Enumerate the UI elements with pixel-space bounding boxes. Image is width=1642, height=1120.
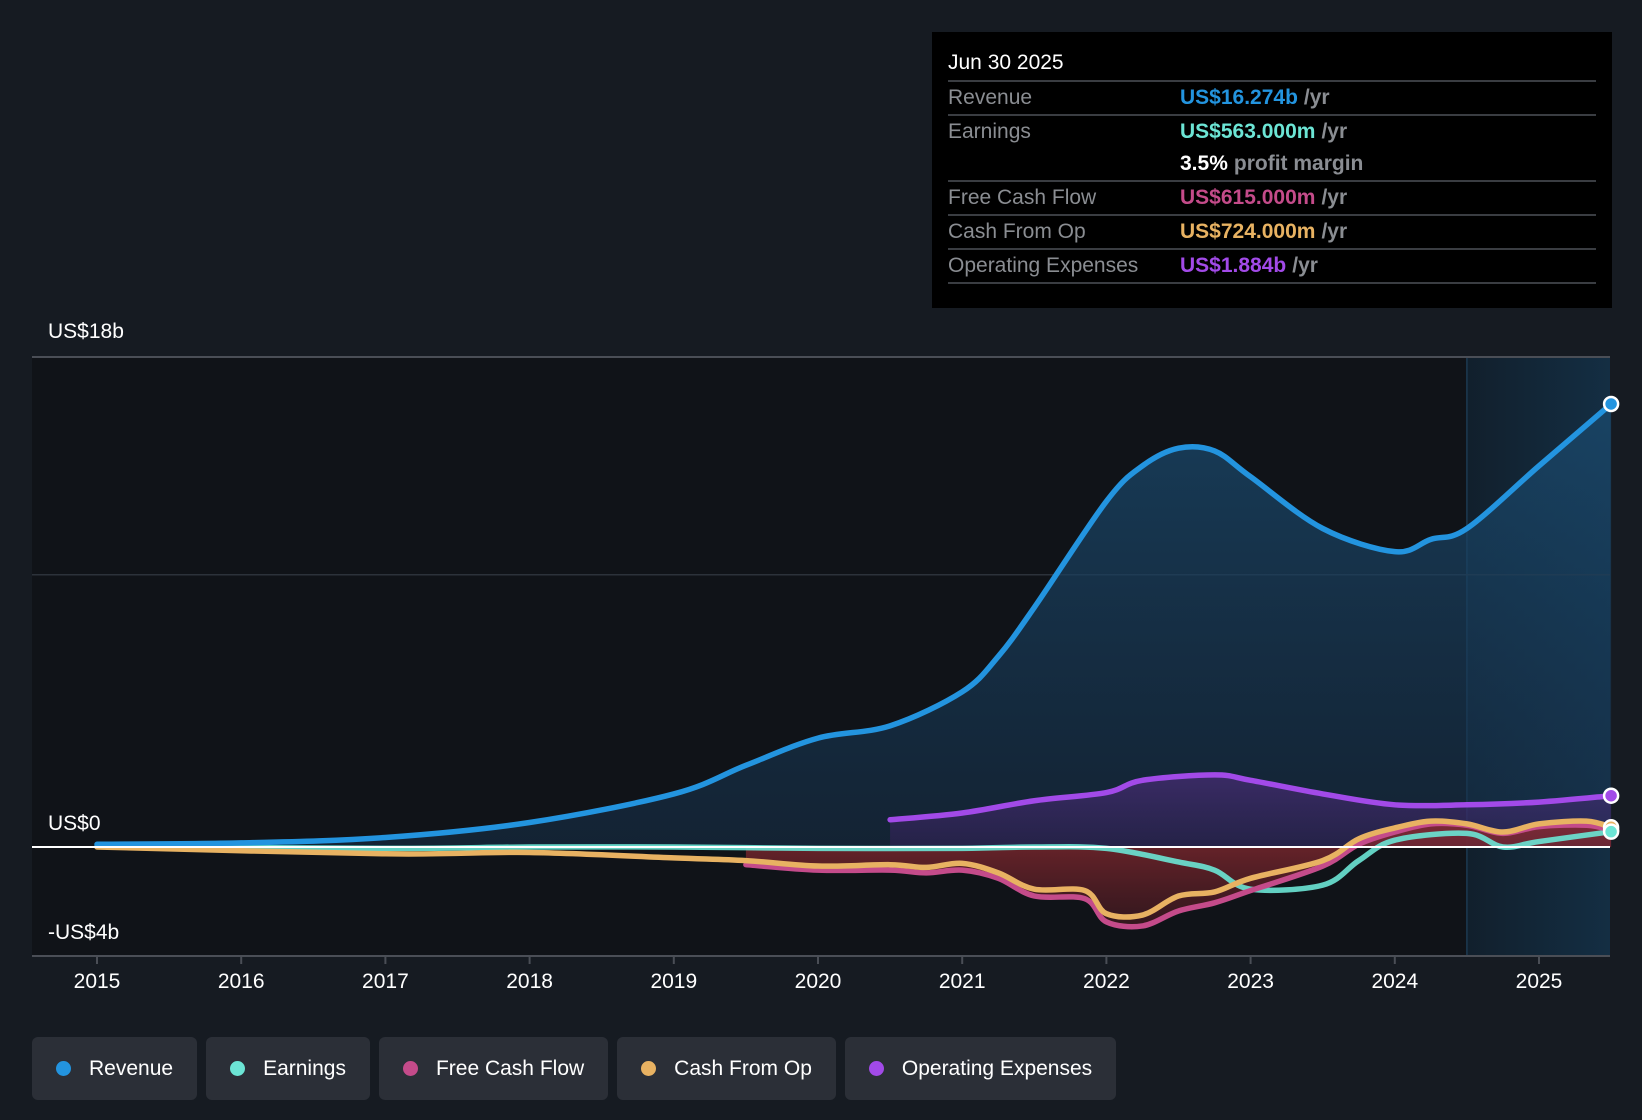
profit-margin-value: 3.5%: [1180, 152, 1228, 175]
revenue-area: [97, 403, 1612, 847]
earnings-dot-icon: [230, 1061, 246, 1076]
tooltip-unit: /yr: [1321, 120, 1348, 143]
legend-label: Earnings: [263, 1056, 346, 1080]
tooltip-row-cash-from-op: Cash From Op US$724.000m /yr: [948, 216, 1596, 250]
tooltip-unit: /yr: [1303, 86, 1330, 109]
x-tick-label: 2020: [794, 970, 842, 993]
operating-expenses-end-marker: [1602, 787, 1620, 804]
tooltip-unit: /yr: [1321, 186, 1348, 209]
tooltip-value: US$16.274b: [1180, 86, 1298, 109]
tooltip-value: US$615.000m: [1180, 186, 1316, 209]
tooltip-unit: /yr: [1321, 220, 1348, 243]
tooltip-value: US$724.000m: [1180, 220, 1316, 243]
legend-item-earnings[interactable]: Earnings: [206, 1037, 370, 1100]
tooltip: Jun 30 2025 Revenue US$16.274b /yr Earni…: [932, 32, 1612, 308]
tooltip-row-operating-expenses: Operating Expenses US$1.884b /yr: [948, 250, 1596, 284]
x-tick-label: 2024: [1371, 970, 1419, 993]
revenue-line: [94, 401, 1612, 848]
profit-margin-label: profit margin: [1233, 152, 1364, 175]
x-tick-label: 2019: [650, 970, 698, 993]
y-tick-label-zero: US$0: [48, 812, 101, 835]
x-tick-label: 2018: [506, 970, 553, 993]
operating-expenses-dot-icon: [868, 1061, 884, 1076]
tooltip-label: Cash From Op: [948, 220, 1086, 243]
y-tick-label-top: US$18b: [48, 320, 124, 343]
x-tick-label: 2015: [73, 970, 121, 993]
tooltip-row-revenue: Revenue US$16.274b /yr: [948, 82, 1596, 116]
legend-label: Operating Expenses: [901, 1056, 1093, 1080]
tooltip-label: Free Cash Flow: [948, 186, 1097, 209]
free-cash-flow-dot-icon: [402, 1061, 418, 1076]
cash-from-op-dot-icon: [641, 1061, 657, 1076]
legend-item-free-cash-flow[interactable]: Free Cash Flow: [378, 1037, 609, 1100]
x-tick-label: 2016: [217, 970, 265, 993]
tooltip-value: US$563.000m: [1180, 120, 1316, 143]
tooltip-date: Jun 30 2025: [948, 46, 1596, 82]
legend-label: Free Cash Flow: [435, 1056, 585, 1080]
y-tick-label-bottom: -US$4b: [48, 921, 120, 944]
legend: Revenue Earnings Free Cash Flow Cash Fro…: [32, 1037, 1117, 1100]
revenue-dot-icon: [56, 1061, 71, 1076]
legend-item-revenue[interactable]: Revenue: [32, 1037, 198, 1100]
legend-label: Revenue: [89, 1056, 174, 1080]
tooltip-row-earnings: Earnings US$563.000m /yr: [948, 116, 1596, 148]
x-tick-label: 2017: [362, 970, 409, 993]
legend-label: Cash From Op: [674, 1056, 812, 1080]
cash-from-op-line: [94, 818, 1612, 920]
tooltip-row-profit-margin: 3.5% profit margin: [948, 148, 1596, 182]
revenue-end-marker: [1602, 395, 1620, 413]
tooltip-label: Revenue: [948, 86, 1033, 109]
x-tick-label: 2023: [1227, 970, 1274, 993]
x-tick-label: 2021: [938, 970, 986, 993]
tooltip-row-free-cash-flow: Free Cash Flow US$615.000m /yr: [948, 182, 1596, 216]
tooltip-value: US$1.884b: [1180, 254, 1287, 277]
tooltip-unit: /yr: [1292, 254, 1318, 277]
earnings-end-marker: [1602, 823, 1620, 840]
x-tick-label: 2022: [1083, 970, 1130, 993]
x-tick-label: 2025: [1515, 970, 1563, 993]
legend-item-cash-from-op[interactable]: Cash From Op: [617, 1037, 836, 1100]
tooltip-label: Operating Expenses: [948, 254, 1139, 277]
tooltip-label: [948, 148, 1180, 180]
legend-item-operating-expenses[interactable]: Operating Expenses: [844, 1037, 1117, 1100]
operating-expenses-line: [887, 772, 1612, 823]
tooltip-label: Earnings: [948, 120, 1031, 143]
